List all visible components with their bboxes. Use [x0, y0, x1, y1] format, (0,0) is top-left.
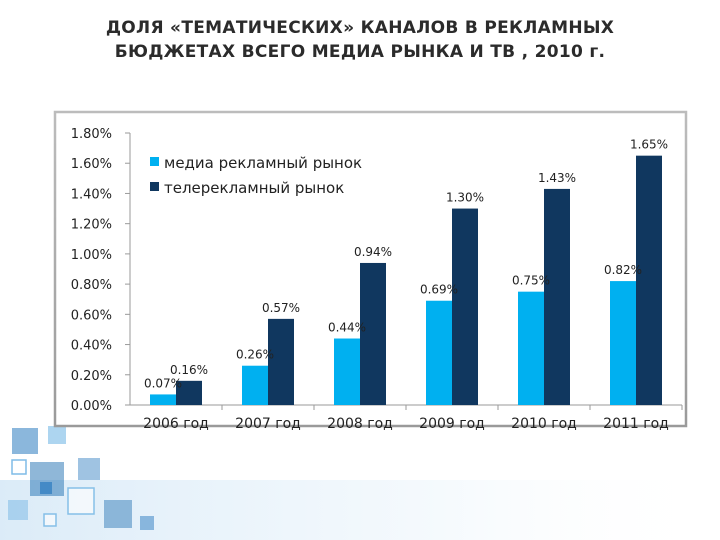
y-tick-label: 1.40% — [71, 187, 112, 202]
decor-square — [67, 487, 95, 515]
bar-tv — [268, 318, 294, 405]
y-tick-label: 1.00% — [71, 248, 112, 263]
x-tick-label: 2009 год — [419, 416, 485, 432]
title-line-1: ДОЛЯ «ТЕМАТИЧЕСКИХ» КАНАЛОВ В РЕКЛАМНЫХ — [105, 18, 615, 38]
data-label-tv: 0.57% — [262, 301, 300, 315]
legend-swatch-tv — [150, 182, 159, 191]
legend: медиа рекламный рынок телерекламный рыно… — [150, 154, 362, 197]
bar-tv — [636, 155, 662, 405]
x-tick-label: 2010 год — [511, 416, 577, 432]
title-line-2: БЮДЖЕТАХ ВСЕГО МЕДИА РЫНКА И ТВ , 2010 г… — [114, 42, 606, 62]
decor-square — [78, 458, 100, 480]
decor-square — [11, 459, 27, 475]
x-tick-label: 2006 год — [143, 416, 209, 432]
bar-tv — [360, 262, 386, 405]
y-tick-label: 0.00% — [71, 399, 112, 414]
y-tick-label: 0.80% — [71, 278, 112, 293]
x-tick-label: 2007 год — [235, 416, 301, 432]
data-label-media: 0.69% — [420, 283, 458, 297]
data-label-tv: 1.43% — [538, 171, 576, 185]
bar-media — [518, 291, 544, 405]
bar-tv — [176, 380, 202, 405]
data-labels: 0.07%0.16% 0.26% 0.57% 0.44% 0.94% 0.69% 1.30%… — [144, 138, 668, 391]
legend-label-media: медиа рекламный рынок — [164, 154, 362, 172]
decor-square — [43, 513, 57, 527]
data-label-tv: 1.30% — [446, 191, 484, 205]
data-label-media: 0.75% — [512, 274, 550, 288]
y-tick-label: 1.20% — [71, 218, 112, 233]
decor-square — [104, 500, 132, 528]
y-tick-label: 1.80% — [71, 127, 112, 142]
y-tick-label: 0.40% — [71, 339, 112, 354]
bars — [150, 155, 662, 405]
bar-media — [150, 394, 176, 405]
x-tick-label: 2011 год — [603, 416, 669, 432]
decor-square — [140, 516, 154, 530]
decor-square — [48, 426, 66, 444]
decor-square — [8, 500, 28, 520]
bar-media — [242, 365, 268, 405]
data-label-tv: 1.65% — [630, 138, 668, 152]
decor-square — [12, 428, 38, 454]
x-tick-label: 2008 год — [327, 416, 393, 432]
page-title: ДОЛЯ «ТЕМАТИЧЕСКИХ» КАНАЛОВ В РЕКЛАМНЫХ … — [40, 16, 680, 64]
y-tick-label: 0.60% — [71, 308, 112, 323]
bar-media — [610, 281, 636, 405]
data-label-media: 0.44% — [328, 321, 366, 335]
bar-media — [334, 338, 360, 405]
y-ticks: 0.00% 0.20% 0.40% 0.60% 0.80% 1.00% 1.20% 1.40%… — [71, 127, 130, 414]
x-ticks: 2006 год 2007 год 2008 год 2009 год 2010 год… — [143, 405, 683, 432]
legend-swatch-media — [150, 157, 159, 166]
data-label-tv: 0.16% — [170, 363, 208, 377]
legend-label-tv: телерекламный рынок — [164, 179, 344, 197]
bottom-band — [0, 480, 720, 540]
decor-square — [40, 482, 52, 494]
y-tick-label: 1.60% — [71, 157, 112, 172]
data-label-media: 0.07% — [144, 376, 182, 390]
data-label-media: 0.82% — [604, 263, 642, 277]
data-label-media: 0.26% — [236, 348, 274, 362]
bar-media — [426, 300, 452, 405]
bar-tv — [544, 188, 570, 405]
bar-tv — [452, 208, 478, 405]
y-tick-label: 0.20% — [71, 369, 112, 384]
decorative-squares — [0, 426, 720, 540]
data-label-tv: 0.94% — [354, 245, 392, 259]
